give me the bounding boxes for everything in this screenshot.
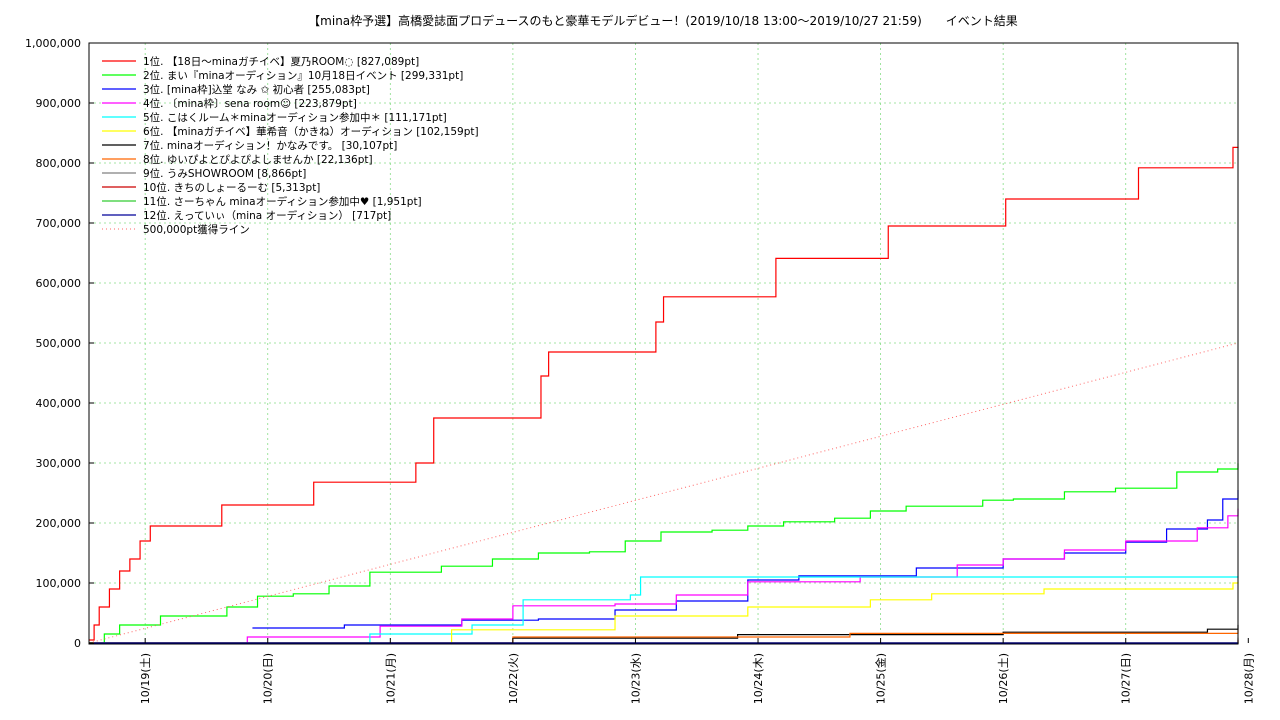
series-line-1 (89, 146, 1239, 641)
series-line-4 (104, 508, 1239, 644)
legend-label: 3位. [mina枠]込堂 なみ ✩ 初心者 [255,083pt] (143, 83, 370, 96)
series-line-13 (88, 342, 1239, 644)
x-tick-label: 10/20(日) (262, 653, 275, 704)
legend-label: 12位. えっていぃ（mina オーディション） [717pt] (143, 209, 391, 222)
y-tick-label: 700,000 (36, 217, 82, 230)
legend-label: 10位. きちのしょーるーむ [5,313pt] (143, 181, 320, 194)
y-tick-label: 1,000,000 (25, 37, 81, 50)
x-tick-label: 10/24(木) (752, 653, 765, 704)
x-tick-label: 10/19(土) (139, 653, 152, 704)
legend: 1位. 【18日〜minaガチイベ】夏乃ROOM◌ [827,089pt]2位.… (102, 55, 479, 236)
x-tick-label: 10/27(日) (1120, 653, 1133, 704)
legend-label: 4位. 〔mina枠〕sena room☺ [223,879pt] (143, 97, 357, 110)
y-tick-label: 200,000 (36, 517, 82, 530)
series-line-5 (89, 576, 1239, 644)
chart-title: 【mina枠予選】高橋愛誌面プロデュースのもと豪華モデルデビュー！(2019/1… (308, 13, 1018, 28)
y-tick-label: 100,000 (36, 577, 82, 590)
grid (89, 43, 1238, 643)
x-tick-label: 10/22(火) (507, 653, 520, 704)
y-tick-label: 900,000 (36, 97, 82, 110)
y-tick-label: 300,000 (36, 457, 82, 470)
legend-label: 1位. 【18日〜minaガチイベ】夏乃ROOM◌ [827,089pt] (143, 55, 419, 68)
y-tick-label: 500,000 (36, 337, 82, 350)
x-tick-label: 10/28(月) (1242, 653, 1255, 704)
x-tick-label: 10/25(金) (874, 653, 888, 704)
series-line-2 (89, 463, 1239, 644)
legend-label: 2位. まい『minaオーディション』10月18日イベント [299,331pt… (143, 69, 463, 82)
x-tick-label: 10/23(水) (629, 653, 642, 704)
legend-label: 11位. さーちゃん minaオーディション参加中♥ [1,951pt] (143, 195, 422, 208)
series-line-6 (89, 581, 1239, 644)
legend-label: 500,000pt獲得ライン (143, 223, 250, 236)
legend-label: 6位. 【minaガチイベ】華希音（かきね）オーディション [102,159pt… (143, 125, 479, 138)
legend-label: 5位. こはくルーム＊minaオーディション参加中＊ [111,171pt] (143, 111, 447, 124)
y-tick-label: 0 (74, 637, 81, 650)
y-tick-label: 800,000 (36, 157, 82, 170)
series-line-3 (252, 489, 1239, 629)
x-tick-label: 10/26(土) (997, 653, 1010, 704)
y-tick-label: 400,000 (36, 397, 82, 410)
axes: 0 100,000 200,000 300,000 400,000 500,000 600,… (25, 37, 1255, 704)
legend-label: 7位. minaオーディション！かなみです。 [30,107pt] (143, 139, 397, 152)
x-tick-label: 10/21(月) (384, 653, 397, 704)
legend-label: 9位. うみSHOWROOM [8,866pt] (143, 167, 306, 180)
y-tick-label: 600,000 (36, 277, 82, 290)
legend-label: 8位. ゆいぴよとぴよぴよしませんか [22,136pt] (143, 153, 373, 166)
